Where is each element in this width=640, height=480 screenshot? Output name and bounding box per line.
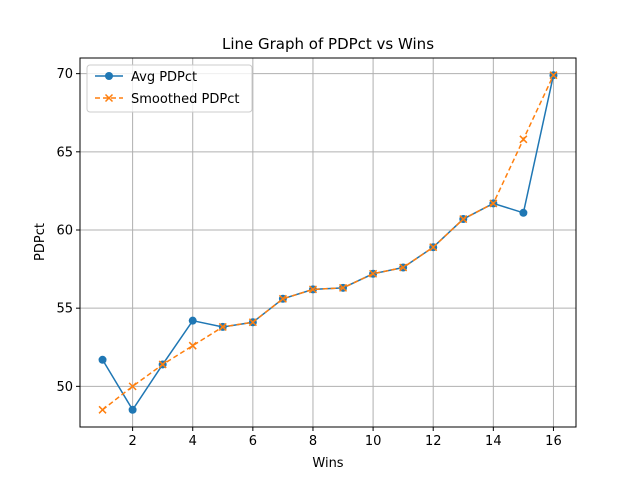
ticks: 2 4 6 8 10 12 14 16 50 55 60 65 70 xyxy=(56,67,561,449)
plot-frame xyxy=(79,57,577,428)
legend-label-avg-pdpct: Avg PDPct xyxy=(131,70,197,85)
x-tick-label: 4 xyxy=(189,434,197,449)
x-axis-label: Wins xyxy=(312,456,343,471)
legend-marker-smoothed-pdpct xyxy=(104,93,114,103)
series-line-smoothed-pdpct xyxy=(102,74,555,411)
y-tick-label: 55 xyxy=(56,302,73,317)
x-tick-label: 8 xyxy=(309,434,317,449)
y-axis-label: PDPct xyxy=(33,223,48,261)
data-point-smoothed-pdpct xyxy=(459,215,468,224)
legend: Avg PDPct Smoothed PDPct xyxy=(86,64,253,113)
data-point-smoothed-pdpct xyxy=(98,405,107,414)
y-tick-label: 65 xyxy=(56,145,73,160)
x-tick-label: 12 xyxy=(425,434,442,449)
data-point-smoothed-pdpct xyxy=(218,322,227,331)
data-point-smoothed-pdpct xyxy=(489,199,498,208)
y-tick-label: 60 xyxy=(56,223,73,238)
data-point-avg-pdpct xyxy=(128,405,137,414)
y-tick-label: 70 xyxy=(56,67,73,82)
data-point-smoothed-pdpct xyxy=(128,382,137,391)
x-tick-label: 14 xyxy=(485,434,502,449)
x-tick-label: 16 xyxy=(545,434,562,449)
y-tick-label: 50 xyxy=(56,380,73,395)
data-point-avg-pdpct xyxy=(519,208,528,217)
data-point-smoothed-pdpct xyxy=(248,318,257,327)
series-layer xyxy=(98,71,558,414)
legend-label-smoothed-pdpct: Smoothed PDPct xyxy=(131,92,239,107)
legend-marker-avg-pdpct xyxy=(105,72,113,80)
legend-box xyxy=(86,64,253,113)
data-point-smoothed-pdpct xyxy=(429,243,438,252)
data-point-avg-pdpct xyxy=(188,316,197,325)
grid xyxy=(80,58,576,427)
data-point-smoothed-pdpct xyxy=(549,71,558,80)
x-tick-label: 10 xyxy=(365,434,382,449)
x-tick-label: 2 xyxy=(128,434,136,449)
data-point-smoothed-pdpct xyxy=(278,294,287,303)
data-point-smoothed-pdpct xyxy=(158,360,167,369)
data-point-smoothed-pdpct xyxy=(399,263,408,272)
data-point-smoothed-pdpct xyxy=(188,341,197,350)
data-point-smoothed-pdpct xyxy=(338,283,348,292)
data-point-smoothed-pdpct xyxy=(369,269,378,278)
data-point-smoothed-pdpct xyxy=(519,135,528,144)
chart-title: Line Graph of PDPct vs Wins xyxy=(222,35,434,53)
data-point-smoothed-pdpct xyxy=(308,285,318,294)
x-tick-label: 6 xyxy=(249,434,257,449)
data-point-avg-pdpct xyxy=(98,355,107,364)
plot-area xyxy=(80,58,576,427)
